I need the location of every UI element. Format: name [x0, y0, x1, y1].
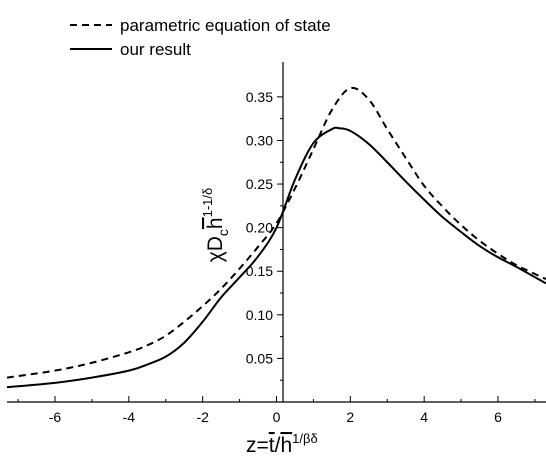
x-axis-title: z=t/h1/βδ — [246, 431, 318, 457]
series-line-parametric — [6, 86, 546, 379]
legend: parametric equation of state our result — [70, 16, 331, 59]
axes: -6 -4 -2 0 2 4 6 0.05 0.10 0.15 0.20 0.25 0.30 0.35 — [7, 62, 546, 425]
x-tick-label: -4 — [123, 409, 136, 425]
x-tick-label: 4 — [420, 409, 428, 425]
y-axis-title: χDch1-1/δ — [200, 188, 231, 263]
x-tick-label: 0 — [273, 409, 281, 425]
x-tick-label: 6 — [494, 409, 502, 425]
y-tick-label: 0.15 — [246, 263, 273, 279]
y-tick-label: 0.35 — [246, 89, 273, 105]
y-tick-label: 0.25 — [246, 176, 273, 192]
legend-label: our result — [120, 40, 191, 59]
series-layer — [6, 86, 546, 389]
series-line-our-result — [6, 126, 546, 389]
y-tick-label: 0.20 — [246, 220, 273, 236]
y-axis-label: χDch1-1/δ — [200, 188, 231, 263]
y-tick-label: 0.05 — [246, 350, 273, 366]
x-tick-label: -2 — [196, 409, 209, 425]
x-tick-label: 2 — [346, 409, 354, 425]
legend-label: parametric equation of state — [120, 16, 331, 35]
y-tick-label: 0.30 — [246, 132, 273, 148]
x-axis-label: z=t/h1/βδ — [246, 431, 318, 457]
y-tick-label: 0.10 — [246, 307, 273, 323]
x-tick-label: -6 — [49, 409, 62, 425]
